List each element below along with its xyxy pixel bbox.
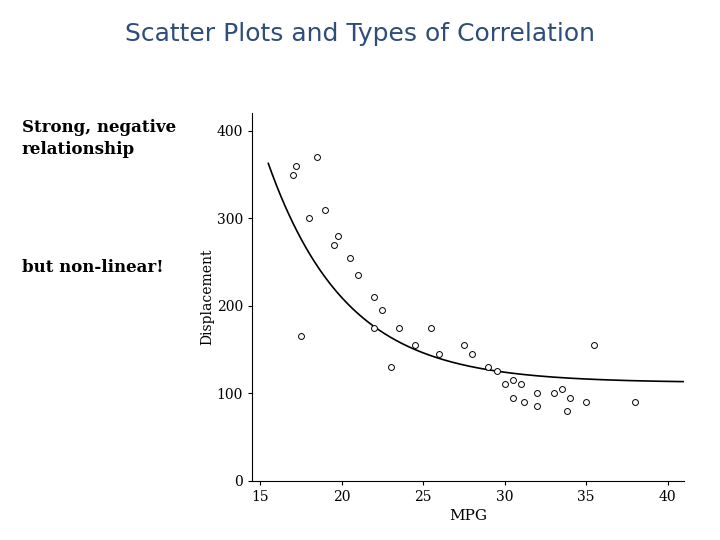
Point <box>507 376 518 384</box>
Point <box>556 384 567 393</box>
Point <box>433 349 445 358</box>
Point <box>290 161 302 170</box>
Point <box>344 253 356 262</box>
Point <box>548 389 559 397</box>
Text: but non-linear!: but non-linear! <box>22 259 163 276</box>
Point <box>409 341 420 349</box>
Point <box>516 380 527 389</box>
Point <box>531 402 543 410</box>
Y-axis label: Displacement: Displacement <box>200 249 214 345</box>
Point <box>564 393 576 402</box>
Point <box>518 397 530 406</box>
Point <box>467 349 478 358</box>
Point <box>333 232 344 240</box>
Point <box>303 214 315 222</box>
Point <box>287 170 299 179</box>
X-axis label: MPG: MPG <box>449 509 487 523</box>
Point <box>295 332 307 341</box>
Point <box>458 341 469 349</box>
Point <box>320 205 331 214</box>
Point <box>499 380 510 389</box>
Point <box>328 240 339 249</box>
Point <box>393 323 405 332</box>
Point <box>426 323 437 332</box>
Point <box>507 393 518 402</box>
Text: Scatter Plots and Types of Correlation: Scatter Plots and Types of Correlation <box>125 22 595 45</box>
Point <box>482 363 494 372</box>
Point <box>629 397 641 406</box>
Point <box>491 367 503 376</box>
Point <box>352 271 364 280</box>
Point <box>580 397 592 406</box>
Point <box>561 406 572 415</box>
Point <box>384 363 396 372</box>
Point <box>369 323 380 332</box>
Point <box>531 389 543 397</box>
Text: Strong, negative
relationship: Strong, negative relationship <box>22 119 176 158</box>
Point <box>588 341 600 349</box>
Point <box>369 293 380 301</box>
Point <box>312 153 323 161</box>
Point <box>377 306 388 314</box>
